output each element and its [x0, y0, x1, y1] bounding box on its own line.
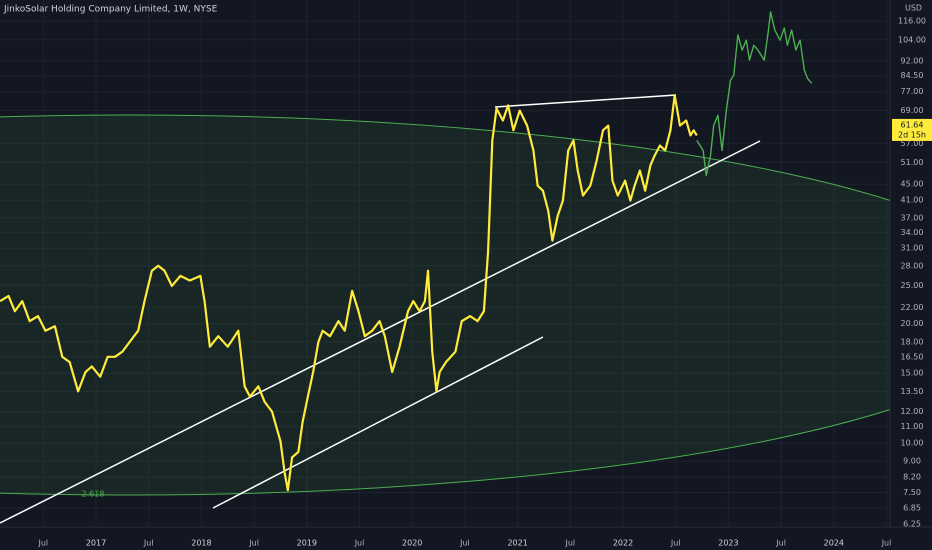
y-tick-label: 34.00 [901, 228, 924, 237]
x-tick-label: Jul [37, 539, 48, 548]
x-tick-label: Jul [564, 539, 575, 548]
y-tick-label: 92.00 [901, 56, 924, 65]
x-tick-label: 2024 [824, 539, 844, 548]
x-tick-label: 2018 [191, 539, 211, 548]
x-tick-label: Jul [248, 539, 259, 548]
y-tick-label: 12.00 [901, 407, 924, 416]
y-tick-label: 10.00 [901, 439, 924, 448]
price-tag-value: 61.64 [901, 120, 924, 129]
y-tick-label: 11.00 [901, 422, 924, 431]
y-tick-label: 45.00 [901, 180, 924, 189]
x-tick-label: Jul [354, 539, 365, 548]
trend-line [212, 336, 544, 509]
y-tick-label: 28.00 [901, 261, 924, 270]
x-tick-label: 2021 [507, 539, 527, 548]
y-tick-label: 8.20 [903, 473, 921, 482]
y-tick-label: 116.00 [898, 17, 926, 26]
grid [0, 0, 890, 527]
y-tick-label: 37.00 [901, 213, 924, 222]
fib-ellipse [0, 114, 890, 496]
price-lines [0, 11, 813, 492]
price-tag [892, 118, 932, 141]
y-tick-label: 104.00 [898, 35, 926, 44]
x-tick-label: Jul [143, 539, 154, 548]
price-line [696, 11, 813, 177]
y-tick-label: 20.00 [901, 319, 924, 328]
x-tick-label: Jul [775, 539, 786, 548]
x-tick-label: Jul [670, 539, 681, 548]
y-tick-label: 6.25 [903, 519, 921, 528]
x-tick-label: 2020 [402, 539, 422, 548]
x-tick-label: 2023 [718, 539, 738, 548]
y-tick-label: 15.00 [901, 369, 924, 378]
chart-title: JinkoSolar Holding Company Limited, 1W, … [3, 5, 218, 15]
y-tick-label: 25.00 [901, 281, 924, 290]
y-tick-label: 22.00 [901, 303, 924, 312]
price-tag-countdown: 2d 15h [898, 130, 926, 139]
y-tick-label: 18.00 [901, 337, 924, 346]
x-tick-label: Jul [881, 539, 892, 548]
price-line [0, 94, 698, 492]
y-tick-label: 77.00 [901, 87, 924, 96]
y-tick-label: 7.50 [903, 488, 921, 497]
y-tick-label: 16.50 [901, 352, 924, 361]
axes: 116.00 104.00 92.00 84.50 77.00 69.00 57.00 51.… [37, 17, 932, 548]
y-tick-label: 57.00 [901, 139, 924, 148]
trend-line [494, 94, 677, 108]
currency: USD [905, 4, 922, 13]
y-tick-label: 69.00 [901, 106, 924, 115]
y-tick-label: 31.00 [901, 244, 924, 253]
annotation: 2.618 [82, 490, 105, 499]
drawings [0, 94, 890, 524]
y-tick-label: 84.50 [901, 71, 924, 80]
trend-line [0, 140, 761, 524]
y-tick-label: 9.00 [903, 457, 921, 466]
x-tick-label: 2022 [613, 539, 633, 548]
y-tick-label: 6.85 [903, 504, 921, 513]
y-tick-label: 13.50 [901, 387, 924, 396]
y-tick-label: 51.00 [901, 158, 924, 167]
y-tick-label: 41.00 [901, 196, 924, 205]
x-tick-label: Jul [459, 539, 470, 548]
x-tick-label: 2019 [297, 539, 317, 548]
x-tick-label: 2017 [86, 539, 106, 548]
